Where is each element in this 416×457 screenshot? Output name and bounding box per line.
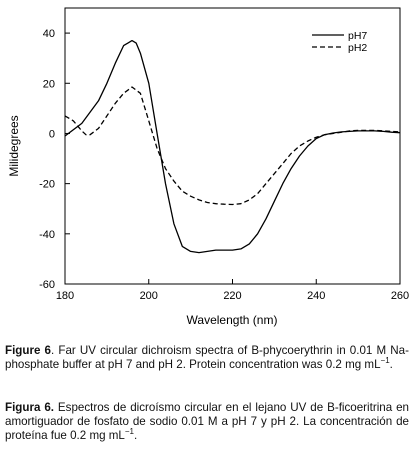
caption-english-end: . [389, 358, 393, 371]
y-axis-label: Milidegrees [7, 115, 21, 176]
x-tick-label: 240 [307, 290, 325, 302]
y-axis-ticks: -60 -40 -20 0 20 40 [39, 28, 70, 291]
series-line-ph7 [64, 39, 401, 254]
series-lines [64, 39, 401, 254]
caption-spanish-superscript: −1 [124, 427, 134, 437]
x-axis-label: Wavelength (nm) [187, 313, 278, 327]
caption-english: Figure 6. Far UV circular dichroism spec… [5, 344, 409, 372]
x-tick-label: 260 [391, 290, 409, 302]
legend-label-ph7: pH7 [348, 30, 367, 42]
x-tick-label: 220 [223, 290, 241, 302]
y-tick-label: -60 [39, 279, 55, 291]
y-tick-label: 40 [43, 28, 55, 40]
caption-spanish-label: Figura 6. [5, 401, 55, 414]
caption-spanish-end: . [134, 429, 138, 442]
y-tick-label: -40 [39, 229, 55, 241]
caption-english-text: . Far UV circular dichroism spectra of B… [5, 344, 409, 371]
caption-spanish: Figura 6. Espectros de dicroísmo circula… [5, 401, 409, 443]
y-tick-label: -20 [39, 179, 55, 191]
caption-english-superscript: −1 [380, 356, 390, 366]
x-tick-label: 200 [140, 290, 158, 302]
legend-label-ph2: pH2 [348, 42, 367, 54]
series-line-ph2 [64, 86, 401, 206]
y-tick-label: 20 [43, 78, 55, 90]
y-tick-label: 0 [49, 128, 55, 140]
caption-spanish-text: Espectros de dicroísmo circular en el le… [5, 401, 409, 442]
caption-english-label: Figure 6 [5, 344, 52, 357]
x-tick-label: 180 [56, 290, 74, 302]
x-axis-ticks: 180 200 220 240 260 [56, 279, 409, 302]
